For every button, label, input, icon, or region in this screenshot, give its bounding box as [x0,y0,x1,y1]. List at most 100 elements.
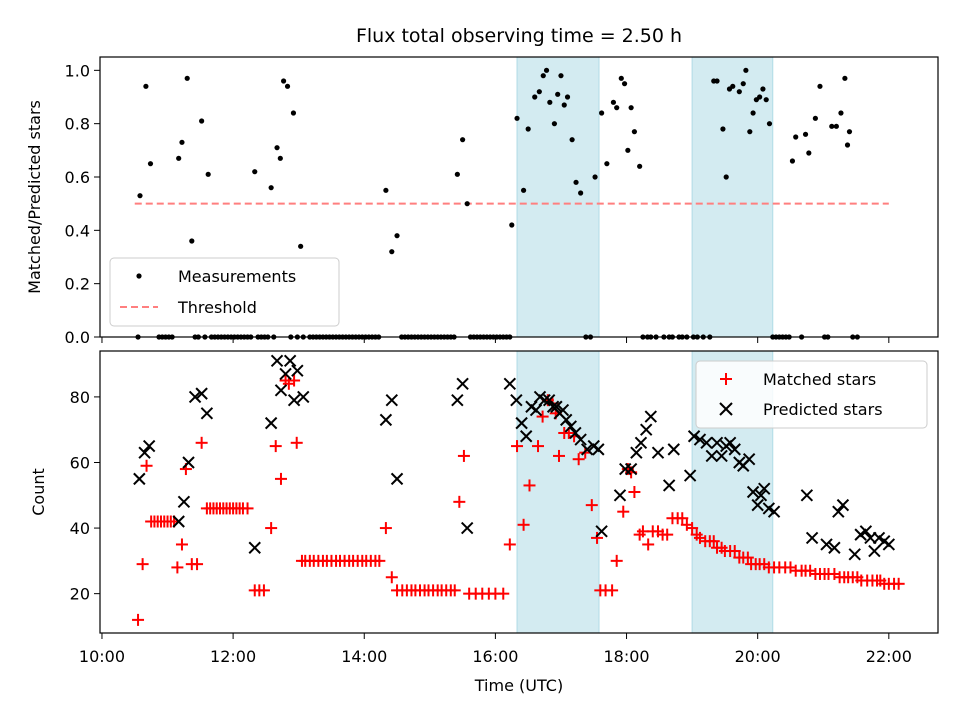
measurement-point [812,115,818,121]
matched-star-point [171,561,184,574]
measurement-point [280,78,287,84]
measurement-point [757,94,763,100]
predicted-star-point [142,439,156,453]
predicted-star-point [283,354,297,368]
predicted-star-point [705,449,718,463]
y-tick-label: 0.0 [65,328,90,347]
matched-star-point [191,558,204,571]
matched-star-point [532,440,545,453]
predicted-star-point [882,538,896,551]
predicted-star-point [270,354,284,368]
ratio-panel: 0.0 0.2 0.4 0.6 0.8 1.0 Matched/Predicted sta… [25,56,939,347]
predicted-star-point [195,387,208,400]
measurement-point [460,137,466,143]
predicted-star-point [624,462,638,476]
measurement-point [628,105,634,111]
predicted-star-point [836,498,850,512]
measurement-point [740,81,746,87]
measurement-point [176,155,182,161]
predicted-star-point [460,521,474,535]
predicted-star-point [451,393,464,407]
measurement-point [720,126,726,132]
predicted-star-point [287,393,301,407]
predicted-star-point [868,544,881,558]
measurement-point [179,139,185,145]
measurement-point [631,129,638,135]
matched-star-point [140,459,153,472]
measurement-point [637,163,643,169]
measurement-point [747,129,753,135]
predicted-star-point [529,403,543,417]
predicted-star-point [520,430,533,443]
predicted-star-point [560,413,573,427]
measurement-point [551,121,558,127]
predicted-star-point [390,472,404,486]
matched-star-point [591,531,604,544]
measurement-point [464,201,470,207]
matched-star-point [728,545,741,558]
predicted-star-point [538,393,551,407]
predicted-star-point [754,489,768,502]
shaded-interval-2 [691,56,774,338]
predicted-star-point [456,377,469,390]
measurement-point [618,75,624,81]
measurement-point [189,238,195,244]
predicted-star-point [556,403,570,417]
y-tick-label: 0.6 [65,168,90,187]
predicted-star-point [859,525,873,538]
ratio-panel-frame [99,56,939,338]
measurement-point [284,83,291,89]
predicted-star-point [279,367,292,381]
measurement-point [547,99,553,105]
x-tick-label: 18:00 [603,647,649,666]
measurement-point [817,83,823,89]
matched-star-point [132,613,145,626]
measurement-point [520,187,527,193]
measurement-point [147,161,154,167]
count-panel: 20 40 60 80 10:00 12:00 14:00 16:00 18:00 20:00 2… [29,350,939,695]
predicted-star-point [805,531,819,545]
predicted-star-point [172,515,185,528]
measurement-point [829,123,835,129]
predicted-star-point [274,384,288,397]
matched-star-point [628,486,641,498]
measurement-point [621,81,628,87]
predicted-star-point [693,433,707,446]
predicted-star-point [592,443,605,456]
measurement-point [614,105,620,111]
measurement-point [743,67,749,73]
matched-star-point [741,551,754,564]
measurement-point [290,110,297,116]
predicted-star-point [848,548,861,561]
predicted-star-point [683,469,697,482]
predicted-star-point [379,413,393,427]
matched-star-point [448,584,461,597]
matched-star-point [617,505,630,518]
y-tick-label: 80 [70,388,90,407]
measurement-point [137,193,143,199]
measurement-point [394,233,400,239]
measurement-point [842,75,848,81]
predicted-star-point [613,489,627,502]
measurement-point [277,155,283,161]
measurement-point [793,134,799,140]
count-panel-frame [99,350,939,634]
measurement-point [573,179,579,185]
matched-star-point [661,528,674,541]
measurement-point [763,97,769,103]
matched-star-point [676,512,689,525]
y-tick-label: 0.8 [65,115,90,134]
predicted-star-point [828,541,841,554]
measurement-point [844,142,851,148]
y-tick-label: 0.2 [65,275,90,294]
y-tick-label: 20 [70,585,90,604]
measurement-point [298,243,304,249]
matched-star-point [290,436,303,449]
measurement-point [199,118,205,124]
predicted-star-point [667,443,680,456]
predicted-star-point [742,453,756,466]
predicted-star-point [138,446,151,459]
measurement-point [599,110,605,116]
measurement-point [578,190,584,196]
